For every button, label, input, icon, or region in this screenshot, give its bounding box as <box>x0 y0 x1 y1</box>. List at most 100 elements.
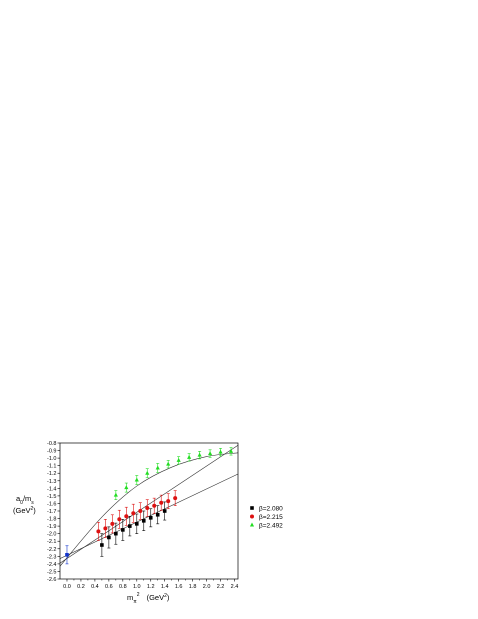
legend-item: β=2.080 <box>250 505 283 512</box>
data-point <box>100 543 104 547</box>
data-point <box>162 509 167 513</box>
x-axis-title: mπ2 (GeV2) <box>127 592 170 605</box>
data-point <box>173 496 178 501</box>
svg-text:mπ2 (GeV2): mπ2 (GeV2) <box>127 592 170 605</box>
x-axis-title-sup: 2 <box>137 592 140 598</box>
x-tick-label: 2.2 <box>217 584 225 590</box>
data-point <box>166 499 171 504</box>
x-tick-label: 2.4 <box>231 584 239 590</box>
y-tick-label: -1.9 <box>47 524 56 530</box>
y-tick-label: -2.5 <box>47 569 56 575</box>
data-point <box>128 524 132 528</box>
y-tick-label: -1.1 <box>47 464 56 470</box>
series <box>113 447 234 500</box>
x-tick-label: 1.6 <box>175 584 183 590</box>
tick-labels: 0.0 0.2 0.4 0.6 0.8 1.0 1.2 1.4 1.6 1.8 2.0 2.2 2.4 -… <box>47 441 238 590</box>
data-point <box>208 451 213 456</box>
y-tick-label: -1.4 <box>47 486 56 492</box>
y-tick-label: -2.4 <box>47 562 56 568</box>
data-point <box>176 457 181 462</box>
data-point <box>155 512 160 517</box>
y-tick-label: -2.2 <box>47 547 56 553</box>
data-point <box>197 452 202 457</box>
x-tick-label: 1.4 <box>161 584 169 590</box>
y-axis-title-main: a <box>16 494 21 503</box>
data-point <box>121 528 125 532</box>
fit-line <box>60 452 239 567</box>
x-tick-label: 0.6 <box>105 584 113 590</box>
fit-lines <box>60 445 239 567</box>
data-point <box>65 553 69 557</box>
data-point <box>131 511 136 516</box>
fit-line <box>60 445 239 564</box>
y-tick-label: -2.6 <box>47 577 56 583</box>
x-axis-title-sub: π <box>133 599 137 605</box>
y-tick-label: -1.6 <box>47 501 56 507</box>
y-axis-title-sub2: s <box>31 500 34 506</box>
y-tick-label: -1.3 <box>47 479 56 485</box>
data-point <box>117 517 122 522</box>
axes <box>57 442 239 582</box>
x-axis-units: (GeV <box>147 593 165 602</box>
data-point <box>187 454 192 459</box>
data-point <box>107 535 111 540</box>
x-tick-label: 1.8 <box>189 584 197 590</box>
y-tick-label: -1.7 <box>47 509 56 515</box>
data-point <box>113 492 118 497</box>
y-tick-label: -2.1 <box>47 539 56 545</box>
x-tick-label: 0.8 <box>119 584 127 590</box>
y-tick-label: -2.3 <box>47 554 56 560</box>
data-point <box>228 448 234 453</box>
data-point <box>124 514 129 519</box>
series <box>100 501 167 557</box>
data-point <box>166 461 171 466</box>
x-tick-label: 2.0 <box>203 584 211 590</box>
series <box>65 545 69 565</box>
x-tick-label: 1.2 <box>147 584 155 590</box>
x-tick-label: 0.0 <box>63 584 71 590</box>
data-point <box>249 522 255 527</box>
data-point <box>110 521 115 526</box>
data-point <box>250 514 254 519</box>
data-point <box>96 529 101 534</box>
data-point <box>103 526 108 531</box>
data-point <box>218 449 223 454</box>
legend-item: β=2.492 <box>249 522 283 529</box>
y-axis-units-end: ) <box>33 506 36 515</box>
y-axis-units: (GeV <box>13 506 31 515</box>
data-point <box>155 465 160 470</box>
data-point <box>134 477 139 482</box>
data-points <box>65 447 234 565</box>
data-point <box>250 506 254 510</box>
plot-frame <box>59 442 239 580</box>
data-point <box>159 500 164 505</box>
y-tick-label: -1.0 <box>47 456 56 462</box>
svg-text:a0/ms: a0/ms <box>16 494 34 506</box>
legend-label: β=2.492 <box>259 522 283 529</box>
y-tick-label: -0.9 <box>47 449 56 455</box>
x-axis-units-end: ) <box>167 593 170 602</box>
y-axis-title: a0/ms (GeV2) <box>13 494 36 515</box>
data-point <box>145 470 150 475</box>
data-point <box>145 505 150 510</box>
data-point <box>148 516 153 520</box>
series <box>96 490 178 541</box>
y-tick-label: -0.8 <box>47 441 56 447</box>
y-tick-label: -1.2 <box>47 471 56 477</box>
y-axis-title-slash: /m <box>23 494 31 503</box>
x-tick-label: 0.2 <box>77 584 85 590</box>
y-tick-label: -1.5 <box>47 494 56 500</box>
y-tick-label: -2.0 <box>47 532 56 538</box>
x-axis-units-sup: 2 <box>164 593 167 599</box>
legend-label: β=2.080 <box>259 505 283 512</box>
y-axis-units-sup: 2 <box>31 506 34 512</box>
data-point <box>141 519 146 523</box>
data-point <box>134 522 139 526</box>
data-point <box>138 509 143 513</box>
x-tick-label: 1.0 <box>133 584 141 590</box>
svg-text:(GeV2): (GeV2) <box>13 506 36 515</box>
x-axis-title-main: m <box>127 593 133 602</box>
data-point <box>114 531 118 536</box>
